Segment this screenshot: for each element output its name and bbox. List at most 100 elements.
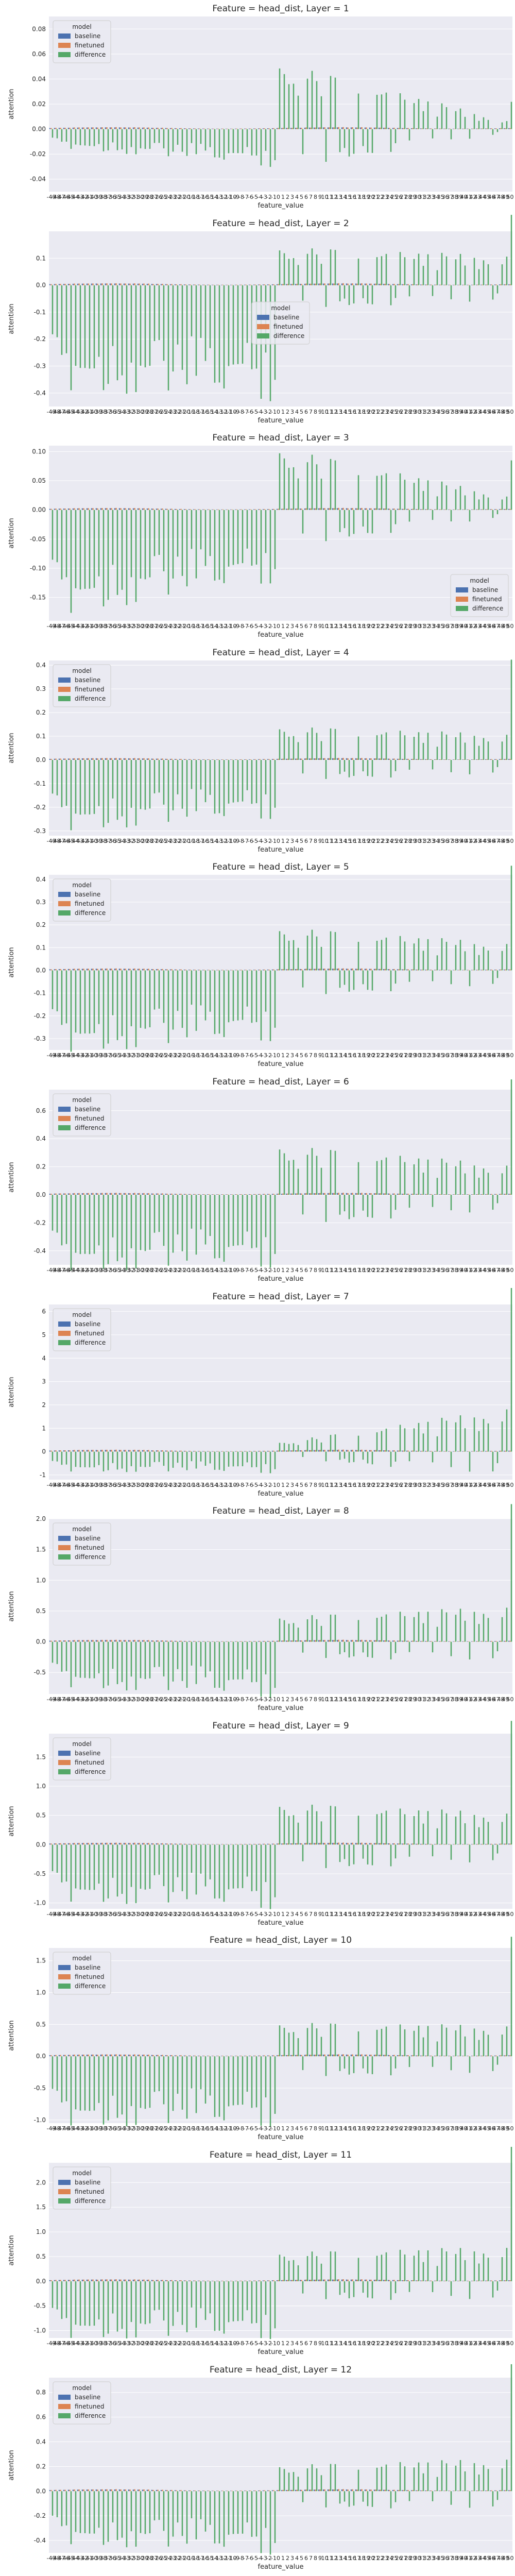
bar-difference <box>246 1844 248 1877</box>
bar-finetuned <box>301 283 302 285</box>
bar-difference <box>506 496 508 510</box>
bar-difference <box>510 659 512 760</box>
bar-difference <box>478 1827 480 1845</box>
bar-difference <box>163 1641 165 1677</box>
bar-finetuned <box>120 2279 122 2281</box>
bar-finetuned <box>310 2055 312 2057</box>
bar-difference <box>432 129 434 139</box>
x-tick-label: 17 <box>354 1911 361 1918</box>
x-tick-label: 0 <box>277 409 280 415</box>
bar-difference <box>330 1615 332 1642</box>
bar-difference <box>408 970 410 982</box>
x-tick-label: -2 <box>266 1267 272 1274</box>
x-tick-label: 35 <box>437 1267 444 1274</box>
bar-finetuned <box>315 1843 316 1845</box>
bar-baseline <box>350 1640 352 1642</box>
bar-difference <box>195 2281 197 2328</box>
bar-baseline <box>341 127 343 129</box>
bar-difference <box>450 1451 452 1467</box>
x-tick-label: -29 <box>140 1482 149 1488</box>
bar-finetuned <box>190 128 191 129</box>
bar-baseline <box>392 1640 394 1642</box>
bar-difference <box>487 2035 489 2057</box>
x-tick-label: 49 <box>502 2125 509 2132</box>
bar-baseline <box>95 1193 97 1195</box>
bar-finetuned <box>449 284 451 285</box>
bar-finetuned <box>213 2490 214 2491</box>
bar-difference <box>149 2056 151 2108</box>
bar-finetuned <box>199 1194 200 1195</box>
x-tick-label: 2 <box>286 2340 289 2347</box>
bar-finetuned <box>301 128 302 129</box>
bar-difference <box>473 1165 475 1195</box>
x-tick-label: 28 <box>405 623 412 630</box>
bar-difference <box>251 129 253 156</box>
bar-difference <box>357 258 359 285</box>
bar-finetuned <box>301 758 302 760</box>
bar-finetuned <box>115 508 117 510</box>
bar-difference <box>140 970 142 1028</box>
bar-difference <box>427 939 429 971</box>
bar-baseline <box>318 1450 320 1452</box>
bar-baseline <box>253 970 255 971</box>
x-tick-label: -46 <box>61 409 70 415</box>
x-tick-label: 32 <box>423 1267 431 1274</box>
bar-baseline <box>211 284 213 285</box>
bar-baseline <box>63 1843 65 1845</box>
bar-baseline <box>253 128 255 129</box>
bar-difference <box>288 84 290 129</box>
bar-difference <box>209 970 211 1012</box>
x-tick-label: 15 <box>345 1267 352 1274</box>
x-tick-label: -23 <box>167 1696 177 1703</box>
x-tick-label: -27 <box>149 194 158 200</box>
bar-difference <box>325 1451 327 1461</box>
bar-baseline <box>355 1842 357 1845</box>
bar-finetuned <box>338 2489 339 2491</box>
bar-baseline <box>100 1449 102 1452</box>
bar-baseline <box>415 284 417 285</box>
bar-baseline <box>63 509 65 510</box>
plot-area <box>49 1948 512 2124</box>
x-tick-label: -14 <box>209 1267 218 1274</box>
legend-label-difference: difference <box>273 332 304 340</box>
y-tick-label: 0.5 <box>36 2021 46 2028</box>
x-tick-label: -20 <box>181 1911 191 1918</box>
bar-finetuned <box>403 1843 404 1845</box>
bar-baseline <box>410 759 413 760</box>
bar-finetuned <box>88 2279 89 2281</box>
x-tick-label: 24 <box>386 623 393 630</box>
x-tick-label: 47 <box>493 1052 500 1059</box>
chart-title: Feature = head_dist, Layer = 4 <box>212 648 349 658</box>
bar-baseline <box>95 1640 97 1642</box>
bar-finetuned <box>273 2280 274 2281</box>
bar-finetuned <box>389 1640 390 1642</box>
bar-difference <box>144 2056 146 2109</box>
bar-baseline <box>480 2056 482 2057</box>
x-tick-label: -3 <box>262 1482 267 1488</box>
bar-baseline <box>72 1640 74 1642</box>
bar-finetuned <box>389 1450 390 1452</box>
bar-baseline <box>179 1641 181 1642</box>
x-tick-label: 1 <box>281 2125 285 2132</box>
bar-baseline <box>216 284 218 285</box>
x-tick-label: 4 <box>295 1696 299 1703</box>
bar-difference <box>279 250 281 285</box>
bar-finetuned <box>245 1194 247 1195</box>
bar-finetuned <box>347 969 349 971</box>
legend-swatch-difference <box>58 52 71 57</box>
bar-finetuned <box>505 759 506 760</box>
bar-difference <box>283 2468 285 2491</box>
bar-difference <box>116 1844 118 1896</box>
bar-difference <box>427 732 429 760</box>
x-tick-label: -31 <box>130 194 140 200</box>
bar-finetuned <box>208 1641 210 1642</box>
legend-label-difference: difference <box>75 1124 106 1131</box>
x-tick-label: 11 <box>326 1267 333 1274</box>
x-tick-label: -42 <box>79 623 89 630</box>
bar-difference <box>381 475 383 510</box>
x-tick-label: 6 <box>304 623 308 630</box>
bar-finetuned <box>384 758 386 760</box>
bar-baseline <box>503 2055 505 2057</box>
bar-difference <box>195 1641 197 1684</box>
